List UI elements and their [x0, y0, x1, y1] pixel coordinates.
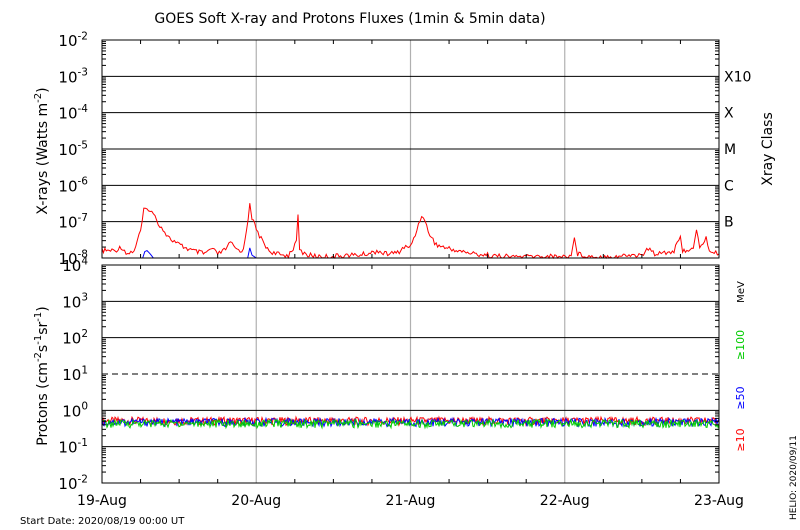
- proton-y-axis-title: Protons (cm-2s-1sr-1): [33, 306, 51, 445]
- proton-y-tick-label: 10-1: [58, 437, 88, 457]
- xray-class-label: X10: [724, 69, 751, 85]
- xray-y-tick-label: 10-4: [58, 103, 88, 123]
- plot-frames: [101, 39, 720, 484]
- mev-unit-label: MeV: [736, 281, 747, 303]
- proton-y-tick-label: 104: [62, 255, 88, 275]
- x-tick-label: 20-Aug: [231, 493, 281, 509]
- proton-series-2: [101, 417, 720, 430]
- x-tick-label: 21-Aug: [386, 493, 436, 509]
- xray-y-axis-title: X-rays (Watts m-2): [33, 87, 51, 214]
- proton-y-tick-label: 101: [62, 364, 88, 384]
- proton-legend-entry: ≥100: [734, 330, 747, 360]
- x-tick-label: 19-Aug: [77, 493, 127, 509]
- xray-class-axis-title: Xray Class: [760, 112, 776, 186]
- xray-y-tick-label: 10-6: [58, 176, 88, 196]
- proton-y-tick-label: 103: [62, 292, 88, 312]
- xray-y-tick-label: 10-7: [58, 212, 88, 232]
- xray-class-label: C: [724, 178, 734, 194]
- xray-y-tick-label: 10-3: [58, 67, 88, 87]
- grid-lines: [102, 39, 719, 484]
- proton-legend-entry: ≥50: [734, 386, 747, 409]
- x-tick-label: 22-Aug: [540, 493, 590, 509]
- proton-panel-frame: [101, 264, 720, 484]
- xray-y-tick-label: 10-8: [58, 248, 88, 268]
- chart-labels: GOES Soft X-ray and Protons Fluxes (1min…: [20, 11, 799, 527]
- xray-short-series: [142, 247, 257, 259]
- xray-class-label: B: [724, 215, 734, 231]
- footer-start-date: Start Date: 2020/08/19 00:00 UT: [20, 516, 185, 527]
- x-tick-label: 23-Aug: [694, 493, 744, 509]
- proton-legend-entry: ≥10: [734, 428, 747, 451]
- xray-y-tick-label: 10-5: [58, 139, 88, 159]
- xray-y-tick-label: 10-2: [58, 30, 88, 50]
- proton-y-tick-label: 10-2: [58, 473, 88, 493]
- proton-y-tick-label: 100: [62, 401, 88, 421]
- chart-title: GOES Soft X-ray and Protons Fluxes (1min…: [154, 11, 545, 27]
- footer-credit: HELIO: 2020/09/11: [789, 435, 799, 520]
- proton-y-tick-label: 102: [62, 328, 88, 348]
- xray-panel-frame: [101, 39, 720, 259]
- xray-class-label: X: [724, 106, 734, 122]
- xray-class-label: M: [724, 142, 736, 158]
